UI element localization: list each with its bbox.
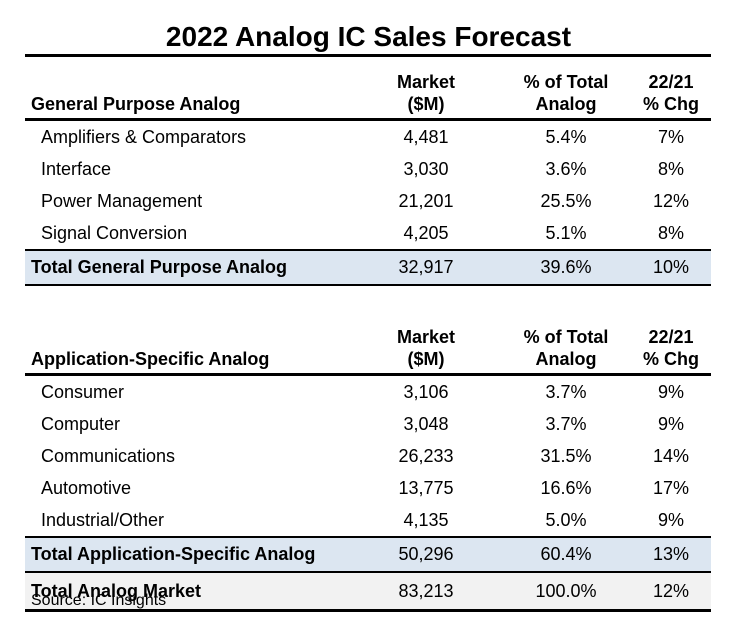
table-row: Automotive 13,775 16.6% 17% (25, 472, 711, 504)
percent-total: 16.6% (540, 477, 592, 498)
percent-change: 7% (657, 126, 684, 147)
section-heading: Application-Specific Analog (25, 312, 351, 376)
table-row: Communications 26,233 31.5% 14% (25, 440, 711, 472)
market-value: 26,233 (398, 445, 454, 466)
column-header-market: Market ($M) (351, 312, 501, 376)
market-value: 32,917 (351, 249, 501, 286)
percent-total: 100.0% (501, 571, 631, 612)
column-header-market: Market ($M) (351, 54, 501, 121)
table-row: Computer 3,048 3.7% 9% (25, 408, 711, 440)
column-header-line: 22/21 (648, 72, 694, 92)
row-label: Signal Conversion (41, 222, 188, 243)
table-row: Consumer 3,106 3.7% 9% (25, 375, 711, 409)
row-label: Amplifiers & Comparators (41, 126, 247, 147)
percent-change: 8% (657, 222, 684, 243)
table-row: Power Management 21,201 25.5% 12% (25, 185, 711, 217)
subtotal-row: Total General Purpose Analog 32,917 39.6% 1… (25, 249, 711, 286)
percent-change: 9% (657, 381, 684, 402)
column-header-line: % of Total (523, 72, 609, 92)
percent-change: 13% (631, 536, 711, 572)
percent-change: 17% (652, 477, 690, 498)
table-row: Amplifiers & Comparators 4,481 5.4% 7% (25, 120, 711, 154)
table-row: Industrial/Other 4,135 5.0% 9% (25, 504, 711, 537)
source-note: Source: IC Insights (31, 592, 167, 609)
column-header-pct: % of Total Analog (501, 54, 631, 121)
column-header-pct: % of Total Analog (501, 312, 631, 376)
percent-total: 3.7% (545, 413, 587, 434)
column-header-line: Market (396, 327, 456, 347)
market-value: 4,481 (403, 126, 449, 147)
section-header-row: General Purpose Analog Market ($M)% of Tot… (25, 54, 711, 121)
percent-total: 60.4% (501, 536, 631, 572)
percent-total: 39.6% (501, 249, 631, 286)
column-header-line: ($M) (407, 349, 445, 369)
grand-total-row: Total Analog Market 83,213 100.0% 12% (25, 571, 711, 612)
percent-change: 12% (631, 571, 711, 612)
market-value: 50,296 (351, 536, 501, 572)
row-label: Communications (41, 445, 176, 466)
column-header-chg: 22/21% Chg (631, 312, 711, 376)
section-heading: General Purpose Analog (25, 54, 351, 121)
row-label: Industrial/Other (41, 509, 165, 530)
column-header-line: ($M) (407, 94, 445, 114)
percent-change: 10% (631, 249, 711, 286)
percent-total: 5.4% (545, 126, 587, 147)
row-label: Computer (41, 413, 121, 434)
table-row: Interface 3,030 3.6% 8% (25, 153, 711, 185)
subtotal-row: Total Application-Specific Analog 50,296 6… (25, 536, 711, 572)
section-spacer (25, 285, 711, 312)
column-header-line: % Chg (643, 94, 699, 114)
column-header-line: 22/21 (648, 327, 694, 347)
column-header-line: Market (396, 72, 456, 92)
section-header-row: Application-Specific Analog Market ($M)% o… (25, 312, 711, 376)
table-row: Signal Conversion 4,205 5.1% 8% (25, 217, 711, 250)
percent-change: 12% (652, 190, 690, 211)
percent-total: 5.0% (545, 509, 587, 530)
percent-change: 8% (657, 158, 684, 179)
spacer-cell (25, 285, 711, 312)
percent-total: 5.1% (545, 222, 587, 243)
chart-title: 2022 Analog IC Sales Forecast (165, 21, 572, 52)
column-header-line: % Chg (643, 349, 699, 369)
row-label: Power Management (41, 190, 203, 211)
row-label: Total Application-Specific Analog (25, 536, 351, 572)
percent-total: 3.6% (545, 158, 587, 179)
row-label: Consumer (41, 381, 125, 402)
percent-change: 14% (652, 445, 690, 466)
row-label: Automotive (41, 477, 132, 498)
market-value: 13,775 (398, 477, 454, 498)
market-value: 4,205 (403, 222, 449, 243)
row-label: Total General Purpose Analog (25, 249, 351, 286)
forecast-table: General Purpose Analog Market ($M)% of Tot… (25, 54, 711, 612)
market-value: 83,213 (351, 571, 501, 612)
column-header-line: Analog (535, 349, 597, 369)
row-label: Total Analog Market (25, 571, 351, 612)
market-value: 4,135 (403, 509, 449, 530)
market-value: 21,201 (398, 190, 454, 211)
column-header-chg: 22/21% Chg (631, 54, 711, 121)
percent-total: 3.7% (545, 381, 587, 402)
column-header-line: % of Total (523, 327, 609, 347)
market-value: 3,106 (403, 381, 449, 402)
percent-total: 25.5% (540, 190, 592, 211)
market-value: 3,030 (403, 158, 449, 179)
percent-change: 9% (657, 509, 684, 530)
column-header-line: Analog (535, 94, 597, 114)
row-label: Interface (41, 158, 112, 179)
market-value: 3,048 (403, 413, 449, 434)
percent-change: 9% (657, 413, 684, 434)
percent-total: 31.5% (540, 445, 592, 466)
